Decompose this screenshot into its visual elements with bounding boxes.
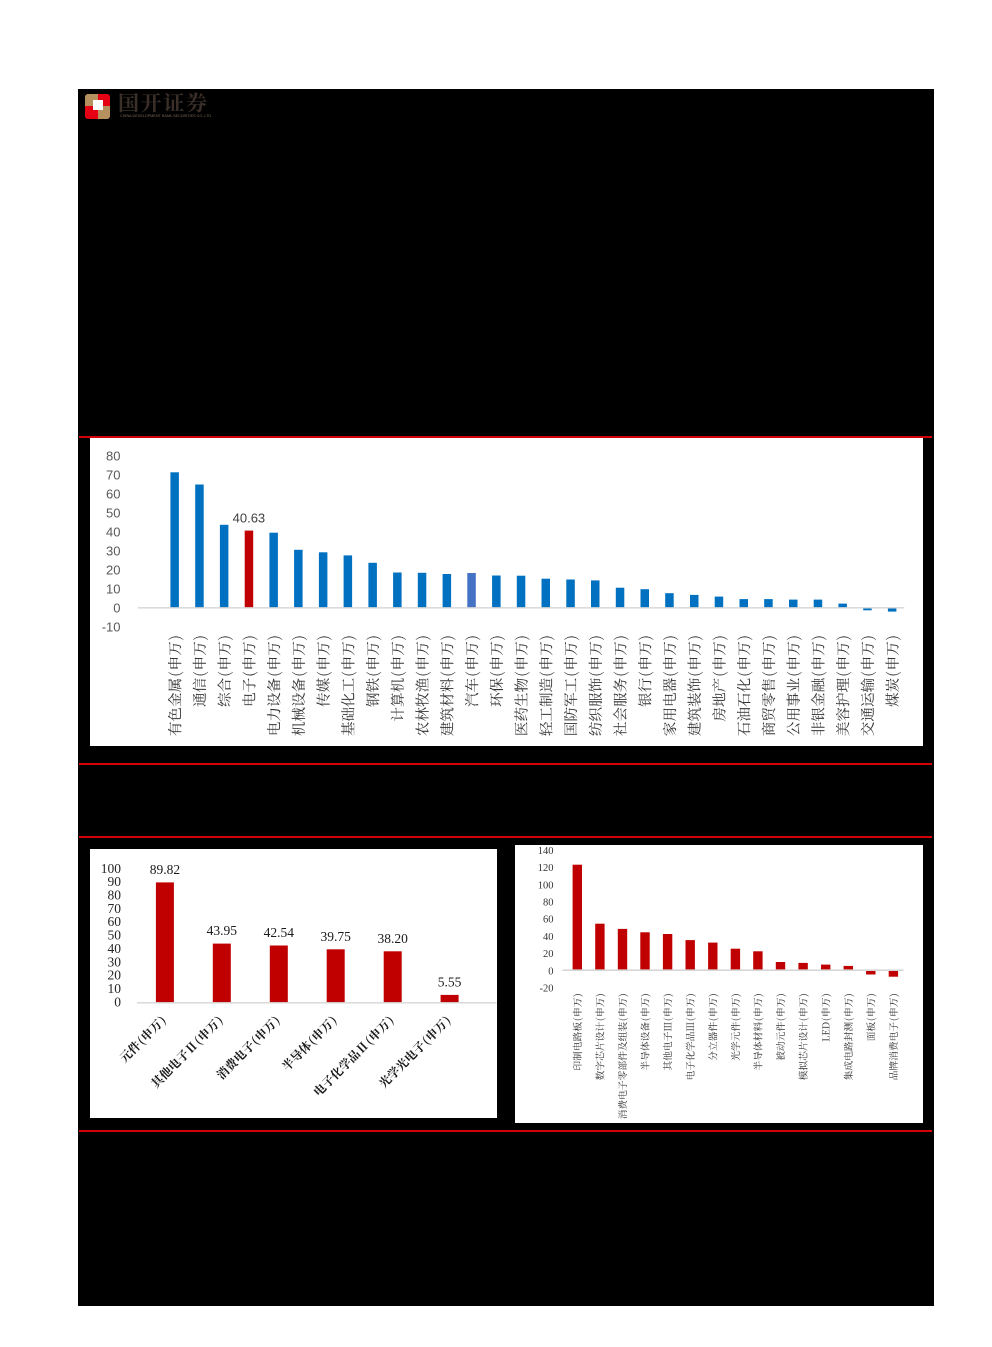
svg-text:89.82: 89.82 <box>150 862 180 877</box>
svg-text:20: 20 <box>543 949 554 960</box>
svg-text:60: 60 <box>108 914 122 929</box>
svg-text:-20: -20 <box>540 984 554 995</box>
svg-text:40: 40 <box>106 524 120 539</box>
svg-text:100: 100 <box>538 880 554 891</box>
svg-text:60: 60 <box>543 915 554 926</box>
svg-text:40.63: 40.63 <box>233 510 266 525</box>
svg-text:20: 20 <box>108 968 122 983</box>
svg-text:30: 30 <box>108 954 122 969</box>
svg-text:20: 20 <box>106 562 120 577</box>
svg-text:0: 0 <box>548 966 553 977</box>
svg-text:80: 80 <box>108 888 122 903</box>
svg-text:40: 40 <box>543 932 554 943</box>
svg-text:60: 60 <box>106 486 120 501</box>
svg-text:140: 140 <box>538 846 554 857</box>
svg-text:120: 120 <box>538 863 554 874</box>
svg-text:30: 30 <box>106 543 120 558</box>
svg-text:43.95: 43.95 <box>207 923 238 938</box>
svg-text:40: 40 <box>108 941 122 956</box>
svg-text:42.54: 42.54 <box>264 925 295 940</box>
svg-text:50: 50 <box>106 505 120 520</box>
svg-text:80: 80 <box>543 898 554 909</box>
svg-text:50: 50 <box>108 928 122 943</box>
svg-text:90: 90 <box>108 874 122 889</box>
svg-text:70: 70 <box>108 901 122 916</box>
svg-text:100: 100 <box>101 861 122 876</box>
svg-text:0: 0 <box>114 994 121 1009</box>
svg-text:39.75: 39.75 <box>321 929 352 944</box>
svg-text:70: 70 <box>106 467 120 482</box>
svg-text:-10: -10 <box>102 619 121 634</box>
svg-text:5.55: 5.55 <box>438 974 462 989</box>
svg-text:0: 0 <box>113 600 120 615</box>
svg-text:80: 80 <box>106 448 120 463</box>
svg-text:10: 10 <box>106 581 120 596</box>
svg-text:10: 10 <box>108 981 122 996</box>
svg-text:38.20: 38.20 <box>378 931 409 946</box>
